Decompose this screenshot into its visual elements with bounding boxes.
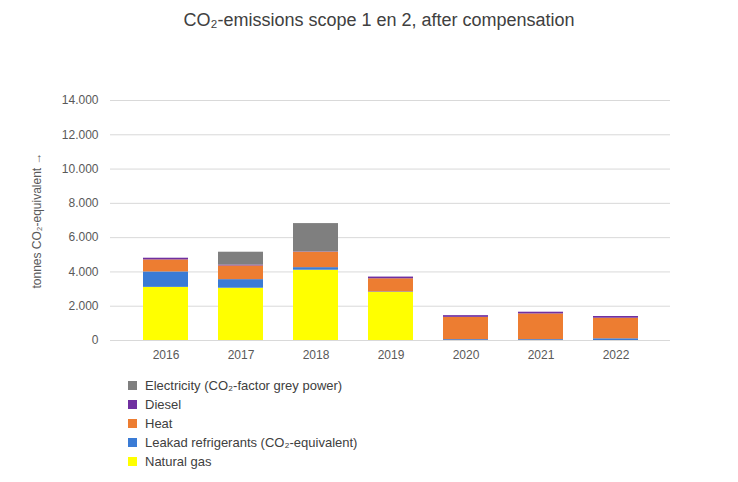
svg-text:2018: 2018 [303, 348, 330, 362]
html-text:Electricity (CO₂-factor grey p: Electricity (CO₂-factor grey power) [145, 378, 343, 393]
svg-text:2022: 2022 [603, 348, 630, 362]
svg-text:6.000: 6.000 [68, 230, 98, 244]
svg-text:14.000: 14.000 [62, 93, 99, 107]
svg-text:8.000: 8.000 [68, 196, 98, 210]
svg-text:2020: 2020 [453, 348, 480, 362]
html-text:Diesel: Diesel [145, 397, 182, 412]
svg-text:12.000: 12.000 [62, 128, 99, 142]
svg-text:tonnes CO₂-equivalent →: tonnes CO₂-equivalent → [30, 152, 44, 288]
html-text:Heat: Heat [145, 416, 173, 431]
html-text:CO₂-emissions scope 1 en 2, af: CO₂-emissions scope 1 en 2, after compen… [183, 10, 575, 30]
svg-text:2016: 2016 [153, 348, 180, 362]
svg-text:0: 0 [92, 333, 99, 347]
html-text:Leakad refrigerants (CO₂-equiv: Leakad refrigerants (CO₂-equivalent) [145, 435, 358, 450]
html-text:Natural gas: Natural gas [145, 454, 212, 469]
svg-text:4.000: 4.000 [68, 265, 98, 279]
svg-text:2017: 2017 [228, 348, 255, 362]
svg-text:2019: 2019 [378, 348, 405, 362]
svg-text:10.000: 10.000 [62, 162, 99, 176]
svg-text:2021: 2021 [528, 348, 555, 362]
svg-text:2.000: 2.000 [68, 299, 98, 313]
